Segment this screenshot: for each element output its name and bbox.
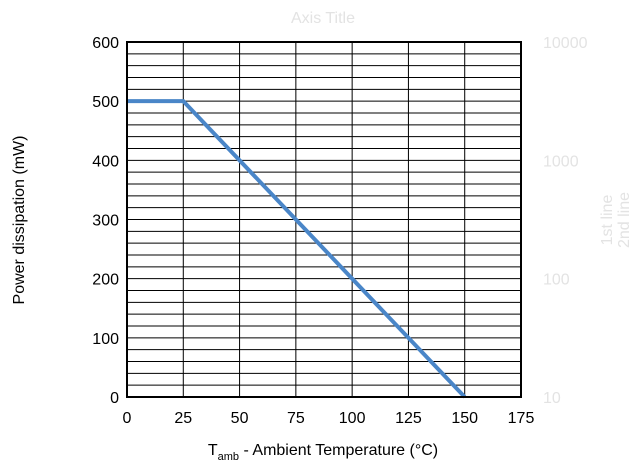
x-tick-label: 125 xyxy=(395,410,422,427)
series-line xyxy=(127,99,467,399)
x-axis-title-symbol: T xyxy=(208,442,218,459)
y-tick-label: 0 xyxy=(110,390,119,407)
secondary-y-tick-labels: 10 100 1000 10000 xyxy=(543,35,588,407)
y-tick-label: 400 xyxy=(92,153,119,170)
y-tick-label: 500 xyxy=(92,94,119,111)
secondary-y-tick-label: 10 xyxy=(543,390,561,407)
x-tick-label: 0 xyxy=(123,410,132,427)
y-tick-label: 200 xyxy=(92,272,119,289)
chart-title: Axis Title xyxy=(291,10,355,27)
x-tick-labels: 0 25 50 75 100 125 150 175 xyxy=(123,410,535,427)
secondary-y-axis-title-line: 1st line xyxy=(599,195,616,246)
y-axis-title: Power dissipation (mW) xyxy=(11,136,28,305)
plot-area-border xyxy=(126,41,522,398)
y-tick-label: 600 xyxy=(92,35,119,52)
x-tick-label: 150 xyxy=(451,410,478,427)
y-tick-label: 300 xyxy=(92,213,119,230)
x-axis-title: Tamb - Ambient Temperature (°C) xyxy=(208,442,438,463)
x-axis-title-text: - Ambient Temperature (°C) xyxy=(239,442,438,459)
secondary-y-axis-title-line: 2nd line xyxy=(616,192,633,248)
x-tick-label: 100 xyxy=(339,410,366,427)
grid xyxy=(127,42,521,397)
x-tick-label: 25 xyxy=(174,410,192,427)
y-tick-labels: 0 100 200 300 400 500 600 xyxy=(92,35,119,407)
x-axis-title-subscript: amb xyxy=(218,451,239,463)
secondary-y-tick-label: 100 xyxy=(543,272,570,289)
secondary-y-tick-label: 1000 xyxy=(543,153,579,170)
y-tick-label: 100 xyxy=(92,331,119,348)
secondary-y-axis-title: 1st line 2nd line xyxy=(599,192,633,248)
x-tick-label: 50 xyxy=(231,410,249,427)
secondary-y-tick-label: 10000 xyxy=(543,35,588,52)
x-tick-label: 175 xyxy=(508,410,535,427)
x-tick-label: 75 xyxy=(287,410,305,427)
series-layer xyxy=(127,99,467,399)
